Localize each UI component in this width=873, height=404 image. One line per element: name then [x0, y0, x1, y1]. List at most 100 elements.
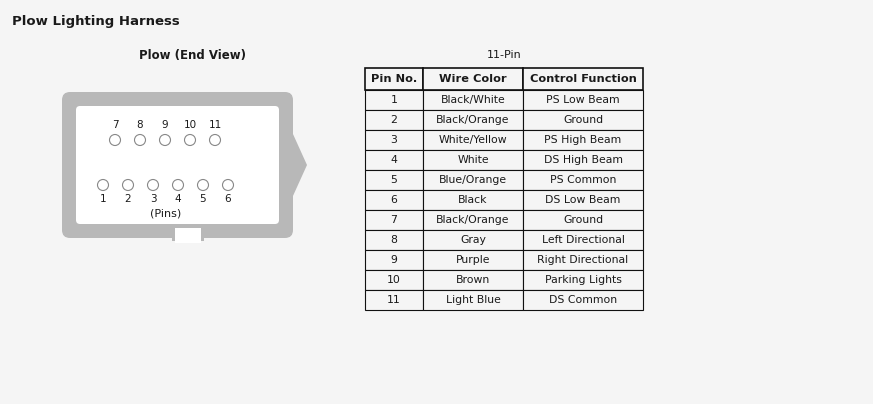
Text: 2: 2 — [390, 115, 397, 125]
Circle shape — [134, 135, 146, 145]
Text: 9: 9 — [390, 255, 397, 265]
Text: 10: 10 — [183, 120, 196, 130]
Text: Black/White: Black/White — [441, 95, 505, 105]
Bar — [423, 130, 523, 150]
Bar — [423, 230, 523, 250]
Text: DS High Beam: DS High Beam — [544, 155, 622, 165]
Text: 1: 1 — [390, 95, 397, 105]
Bar — [523, 270, 643, 290]
Bar — [423, 170, 523, 190]
Bar — [423, 110, 523, 130]
Text: 5: 5 — [390, 175, 397, 185]
Text: 4: 4 — [390, 155, 397, 165]
Text: 4: 4 — [175, 194, 182, 204]
Text: 7: 7 — [112, 120, 119, 130]
Bar — [523, 68, 643, 90]
Bar — [423, 290, 523, 310]
Text: PS Low Beam: PS Low Beam — [546, 95, 620, 105]
Text: Black: Black — [458, 195, 488, 205]
Text: Blue/Orange: Blue/Orange — [439, 175, 507, 185]
Bar — [523, 110, 643, 130]
Text: Light Blue: Light Blue — [445, 295, 500, 305]
Bar — [365, 290, 423, 310]
FancyBboxPatch shape — [76, 106, 279, 224]
Text: 3: 3 — [390, 135, 397, 145]
Bar — [423, 270, 523, 290]
Bar — [365, 190, 423, 210]
Text: Plow (End View): Plow (End View) — [139, 48, 246, 61]
Bar — [175, 228, 201, 243]
Text: Black/Orange: Black/Orange — [436, 215, 510, 225]
Circle shape — [148, 179, 159, 191]
Text: Gray: Gray — [460, 235, 486, 245]
Text: 10: 10 — [387, 275, 401, 285]
Text: White: White — [457, 155, 489, 165]
Text: (Pins): (Pins) — [150, 208, 181, 219]
Text: DS Low Beam: DS Low Beam — [546, 195, 621, 205]
Bar — [523, 210, 643, 230]
Circle shape — [223, 179, 233, 191]
Text: Right Directional: Right Directional — [538, 255, 629, 265]
Bar — [523, 90, 643, 110]
Text: Pin No.: Pin No. — [371, 74, 417, 84]
Text: Black/Orange: Black/Orange — [436, 115, 510, 125]
Circle shape — [109, 135, 120, 145]
Text: DS Common: DS Common — [549, 295, 617, 305]
Bar — [423, 68, 523, 90]
Bar — [423, 210, 523, 230]
Bar — [423, 90, 523, 110]
Bar — [365, 230, 423, 250]
Bar — [523, 150, 643, 170]
Text: 9: 9 — [162, 120, 168, 130]
Bar — [365, 270, 423, 290]
Circle shape — [184, 135, 196, 145]
Text: 2: 2 — [125, 194, 131, 204]
Text: 5: 5 — [200, 194, 206, 204]
Text: Left Directional: Left Directional — [541, 235, 624, 245]
Text: 1: 1 — [100, 194, 107, 204]
Bar — [365, 90, 423, 110]
Text: 11: 11 — [387, 295, 401, 305]
Text: 6: 6 — [390, 195, 397, 205]
Text: Wire Color: Wire Color — [439, 74, 507, 84]
Bar — [523, 190, 643, 210]
Text: Ground: Ground — [563, 215, 603, 225]
Bar — [523, 230, 643, 250]
Text: 7: 7 — [390, 215, 397, 225]
Bar — [365, 210, 423, 230]
Circle shape — [210, 135, 221, 145]
Circle shape — [98, 179, 108, 191]
Text: 8: 8 — [390, 235, 397, 245]
Text: White/Yellow: White/Yellow — [439, 135, 507, 145]
Bar — [365, 110, 423, 130]
Bar — [365, 150, 423, 170]
Text: 11: 11 — [209, 120, 222, 130]
Bar — [365, 250, 423, 270]
Bar — [523, 170, 643, 190]
Text: 8: 8 — [137, 120, 143, 130]
Text: Parking Lights: Parking Lights — [545, 275, 622, 285]
FancyBboxPatch shape — [62, 92, 293, 238]
Circle shape — [197, 179, 209, 191]
Bar — [423, 250, 523, 270]
Bar — [523, 250, 643, 270]
Text: Ground: Ground — [563, 115, 603, 125]
Bar — [365, 170, 423, 190]
Bar — [171, 225, 203, 241]
Text: PS Common: PS Common — [550, 175, 616, 185]
Bar — [423, 190, 523, 210]
Bar — [423, 150, 523, 170]
Text: 6: 6 — [224, 194, 231, 204]
Circle shape — [173, 179, 183, 191]
Bar — [523, 290, 643, 310]
Text: Plow Lighting Harness: Plow Lighting Harness — [12, 15, 180, 29]
Text: Brown: Brown — [456, 275, 490, 285]
Bar — [523, 130, 643, 150]
Polygon shape — [283, 112, 307, 218]
Circle shape — [160, 135, 170, 145]
Bar — [365, 130, 423, 150]
Bar — [365, 68, 423, 90]
Text: Purple: Purple — [456, 255, 491, 265]
Circle shape — [122, 179, 134, 191]
Text: PS High Beam: PS High Beam — [545, 135, 622, 145]
